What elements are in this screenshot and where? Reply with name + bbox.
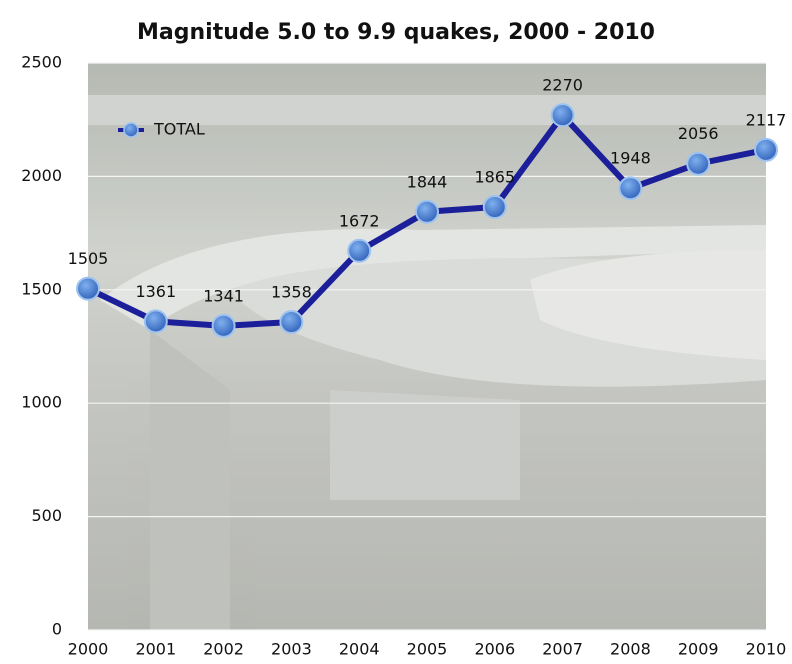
x-tick-label: 2003 (271, 640, 312, 659)
marker (145, 310, 167, 332)
y-tick-label: 500 (31, 506, 62, 525)
data-label: 1672 (339, 211, 380, 230)
chart: Magnitude 5.0 to 9.9 quakes, 2000 - 2010… (0, 0, 792, 664)
x-tick-label: 2000 (68, 640, 109, 659)
marker (77, 278, 99, 300)
y-tick-label: 1500 (21, 279, 62, 298)
y-tick-label: 2500 (21, 53, 62, 72)
marker (213, 315, 235, 337)
x-tick-label: 2007 (542, 640, 583, 659)
data-label: 2056 (678, 124, 719, 143)
chart-title: Magnitude 5.0 to 9.9 quakes, 2000 - 2010 (137, 20, 655, 45)
data-label: 2117 (746, 110, 787, 129)
marker (755, 139, 777, 161)
x-tick-label: 2001 (135, 640, 176, 659)
legend-label: TOTAL (153, 120, 205, 139)
x-tick-label: 2008 (610, 640, 651, 659)
data-label: 1948 (610, 149, 651, 168)
marker (280, 311, 302, 333)
marker (552, 104, 574, 126)
y-tick-label: 0 (52, 620, 62, 639)
data-label: 1844 (407, 172, 448, 191)
x-tick-label: 2004 (339, 640, 380, 659)
x-tick-label: 2005 (407, 640, 448, 659)
data-label: 1358 (271, 283, 312, 302)
marker (619, 177, 641, 199)
legend-marker (124, 123, 138, 137)
x-tick-label: 2010 (746, 640, 787, 659)
data-label: 1341 (203, 286, 244, 305)
marker (484, 196, 506, 218)
y-tick-label: 1000 (21, 393, 62, 412)
data-label: 1361 (135, 282, 176, 301)
x-tick-label: 2002 (203, 640, 244, 659)
marker (416, 201, 438, 223)
data-label: 1865 (474, 168, 515, 187)
x-tick-label: 2009 (678, 640, 719, 659)
y-tick-label: 2000 (21, 166, 62, 185)
background-photo (88, 63, 766, 630)
data-label: 2270 (542, 76, 583, 95)
marker (687, 153, 709, 175)
marker (348, 240, 370, 262)
x-tick-label: 2006 (474, 640, 515, 659)
data-label: 1505 (68, 249, 109, 268)
